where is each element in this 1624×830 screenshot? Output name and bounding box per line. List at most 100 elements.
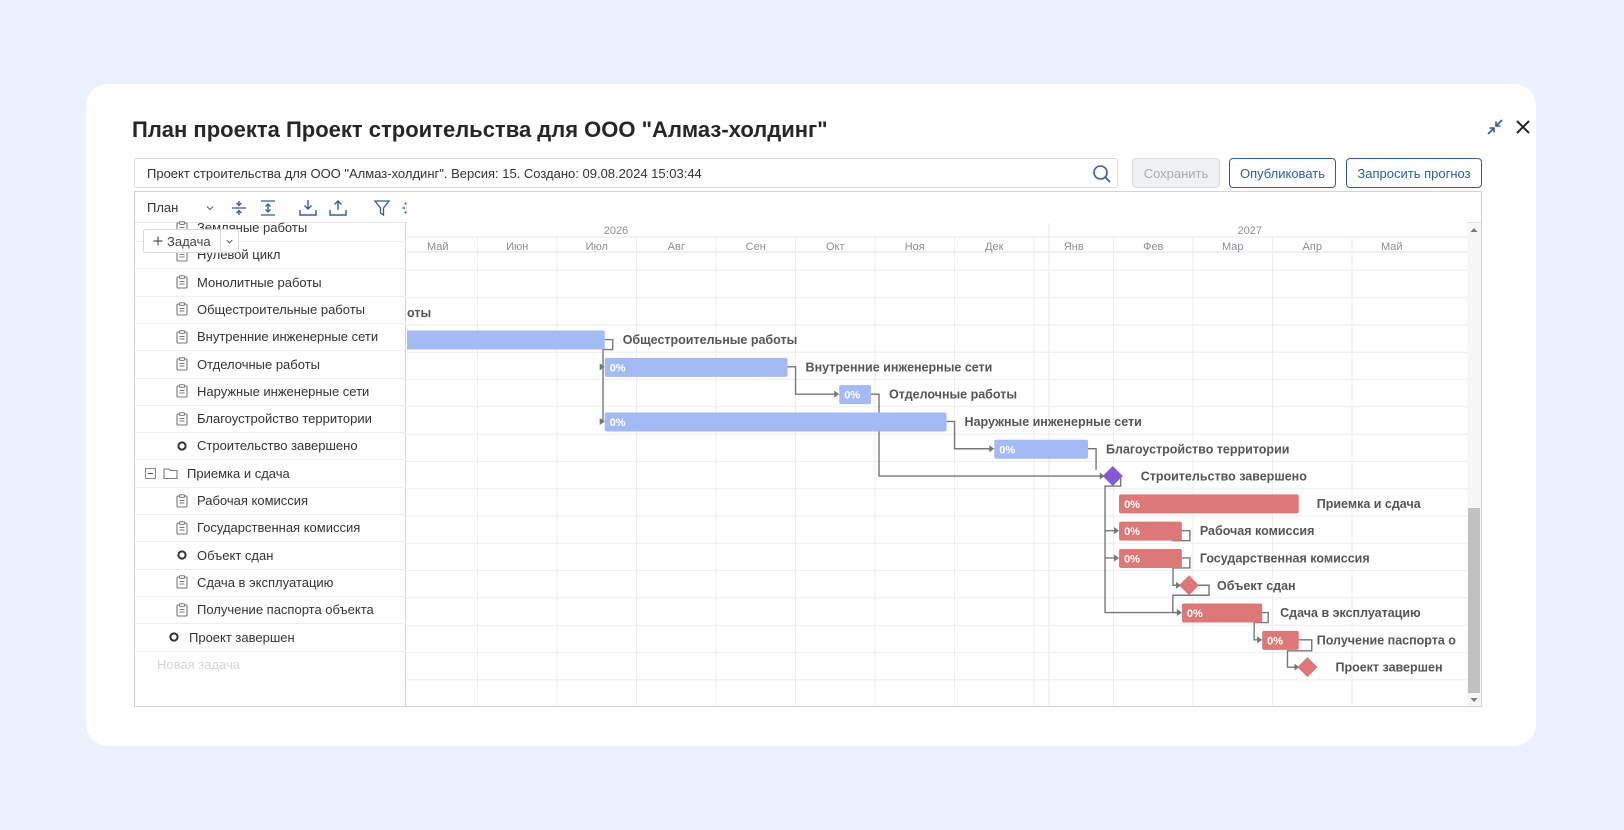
scroll-up-icon[interactable] — [1467, 225, 1481, 235]
dialog-title: План проекта Проект строительства для ОО… — [132, 117, 828, 142]
bar-caption[interactable]: Общестроительные работы — [623, 333, 798, 347]
task-row[interactable]: Государственная комиссия — [135, 514, 406, 543]
bar-10[interactable] — [1119, 521, 1182, 541]
month-label: Сен — [746, 241, 766, 253]
dependency-link — [1088, 448, 1097, 471]
task-clipboard-icon — [175, 357, 189, 371]
task-row[interactable]: Объект сдан — [135, 542, 406, 570]
view-select[interactable]: План — [147, 200, 179, 215]
bar-7[interactable] — [994, 439, 1089, 459]
request-forecast-button[interactable]: Запросить прогноз — [1346, 158, 1482, 188]
add-task-button[interactable]: Задача — [143, 229, 239, 253]
bar-progress-label[interactable]: 0% — [610, 362, 626, 374]
task-row[interactable]: Сдача в эксплуатацию — [135, 569, 406, 597]
bar-5[interactable] — [839, 385, 872, 405]
dependency-arrow — [1114, 554, 1120, 562]
dependency-link — [1286, 639, 1313, 668]
bar-progress-label[interactable]: 0% — [1124, 499, 1140, 511]
filter-icon[interactable] — [371, 197, 393, 219]
dependency-arrow — [1176, 581, 1182, 589]
version-text: Проект строительства для ООО "Алмаз-холд… — [147, 166, 702, 181]
bar-progress-label[interactable]: 0% — [1267, 635, 1283, 647]
task-row[interactable]: Благоустройство территории — [135, 405, 406, 434]
expand-all-icon[interactable] — [257, 197, 279, 219]
bar-13[interactable] — [1181, 603, 1263, 623]
month-label: Ноя — [905, 241, 925, 253]
scrollbar-thumb[interactable] — [1468, 508, 1480, 693]
bar-11[interactable] — [1119, 548, 1182, 568]
bar-caption[interactable]: оты — [407, 306, 431, 320]
task-clipboard-icon — [175, 329, 189, 344]
bar-9[interactable] — [1119, 494, 1299, 514]
bar-caption[interactable]: Сдача в эксплуатацию — [1280, 606, 1421, 620]
task-clipboard-icon — [175, 411, 189, 426]
task-row[interactable]: Получение паспорта объекта — [135, 596, 406, 625]
bar-caption[interactable]: Отделочные работы — [889, 388, 1017, 402]
bar-progress-label[interactable]: 0% — [610, 417, 626, 429]
milestone-caption: Проект завершен — [1335, 661, 1442, 675]
task-clipboard-icon — [175, 275, 189, 289]
bar-caption[interactable]: Благоустройство территории — [1106, 442, 1289, 456]
collapse-button[interactable] — [1482, 114, 1508, 140]
bar-progress-label[interactable]: 0% — [999, 444, 1015, 456]
bar-progress-label[interactable]: 0% — [1124, 553, 1140, 565]
bar-caption[interactable]: Наружные инженерные сети — [965, 415, 1142, 429]
task-clipboard-icon — [175, 521, 189, 535]
dependency-arrow — [1114, 527, 1120, 535]
new-task-placeholder[interactable]: Новая задача — [157, 657, 240, 673]
task-name: Приемка и сдача — [187, 465, 290, 481]
task-name: Внутренние инженерные сети — [197, 329, 379, 345]
bar-caption[interactable]: Получение паспорта о — [1317, 633, 1457, 647]
task-row[interactable]: Приемка и сдача — [135, 460, 406, 488]
bar-caption[interactable]: Рабочая комиссия — [1200, 524, 1315, 538]
bar-progress-label[interactable]: 0% — [844, 390, 860, 402]
chevron-down-icon[interactable] — [205, 200, 215, 218]
import-icon[interactable] — [297, 197, 319, 219]
task-row[interactable]: Монолитные работы — [135, 269, 406, 297]
bar-6[interactable] — [604, 412, 947, 432]
task-row[interactable]: Рабочая комиссия — [135, 487, 406, 515]
task-row[interactable]: Наружные инженерные сети — [135, 378, 406, 406]
task-name: Получение паспорта объекта — [197, 602, 374, 618]
bar-progress-label[interactable]: 0% — [1187, 608, 1203, 620]
task-row[interactable]: Общестроительные работы — [135, 296, 406, 324]
vertical-scrollbar[interactable] — [1467, 223, 1481, 706]
task-row[interactable]: Строительство завершено — [135, 432, 406, 461]
month-label: Мар — [1222, 241, 1244, 253]
task-name: Отделочные работы — [197, 356, 320, 372]
collapse-all-icon[interactable] — [228, 197, 250, 219]
dependency-link — [871, 393, 1104, 477]
publish-button[interactable]: Опубликовать — [1229, 158, 1336, 188]
task-row[interactable]: Отделочные работы — [135, 351, 406, 379]
version-selector[interactable]: Проект строительства для ООО "Алмаз-холд… — [134, 158, 1118, 188]
bar-3[interactable] — [407, 330, 605, 350]
bar-caption[interactable]: Приемка и сдача — [1317, 497, 1422, 511]
bar-caption[interactable]: Государственная комиссия — [1200, 551, 1370, 565]
close-button[interactable] — [1510, 114, 1536, 140]
export-icon[interactable] — [327, 197, 349, 219]
task-name: Государственная комиссия — [197, 520, 361, 536]
task-list: Задача Земляные работы Нулевой цикл Моноли… — [135, 220, 406, 706]
dependency-link — [602, 366, 604, 423]
task-row[interactable]: Внутренние инженерные сети — [135, 323, 406, 352]
search-icon[interactable] — [1091, 163, 1113, 185]
add-task-dropdown[interactable] — [219, 230, 238, 252]
month-label: Окт — [826, 241, 845, 253]
dependency-arrow — [1294, 663, 1300, 671]
dependency-link — [1104, 530, 1119, 559]
task-clipboard-icon — [175, 493, 189, 508]
dependency-arrow — [599, 417, 605, 425]
dependency-link — [946, 420, 994, 450]
scroll-down-icon[interactable] — [1467, 695, 1481, 705]
save-button[interactable]: Сохранить — [1132, 158, 1220, 188]
bar-progress-label[interactable]: 0% — [1124, 526, 1140, 538]
bar-4[interactable] — [604, 357, 788, 377]
collapse-toggle-icon[interactable] — [143, 466, 157, 480]
task-row[interactable]: Проект завершен — [135, 624, 406, 652]
bar-14[interactable] — [1262, 630, 1299, 650]
bar-caption[interactable]: Внутренние инженерные сети — [806, 360, 993, 374]
task-clipboard-icon — [175, 575, 189, 589]
month-label: Авг — [668, 241, 685, 253]
close-icon — [1516, 120, 1530, 134]
gantt-timeline: 2026 2027 Май Июн Июл Авг Сен Окт Ноя Дек Янв Фев Ма… — [407, 192, 1467, 706]
